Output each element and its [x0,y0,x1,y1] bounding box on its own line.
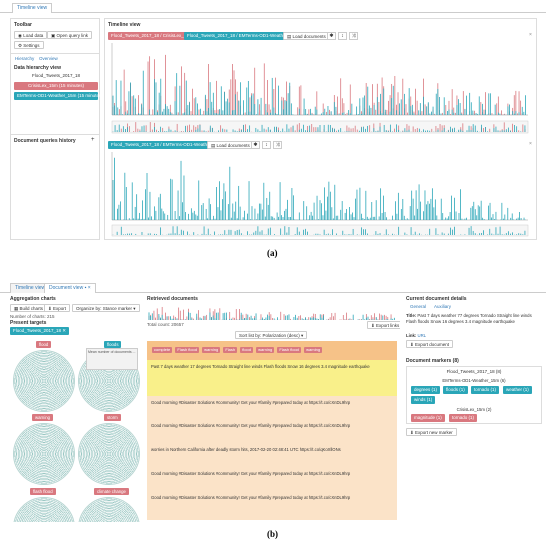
tab-general[interactable]: General [410,304,427,309]
details-link: Link: URL [406,333,427,338]
marker-winds[interactable]: winds (1) [411,396,436,404]
chart2-close-icon[interactable]: × [529,141,532,147]
caption-a: (a) [267,248,278,258]
queries-history-title: Document queries history [14,138,76,144]
tab-overview[interactable]: Overview [39,56,58,61]
chart1-close-icon[interactable]: × [529,32,532,38]
build-charts-button[interactable]: ▦ Build charts [10,304,48,312]
marker-tornado-2[interactable]: tornado (1) [449,414,478,422]
hierarchy-root[interactable]: Flood_Tweets_2017_18 [31,73,81,78]
top-tabbar: Timeline view [0,0,546,13]
agg-chart-flash-flood[interactable] [13,497,75,522]
chart1-teal-series [112,70,526,115]
doc-row-2[interactable]: Good morning #Disaster Solutions #commun… [151,423,351,428]
doc-selected-text: Past 7 days weather 17 degrees Tornado S… [151,364,370,369]
timeline-title: Timeline view [108,22,141,28]
chart2-sort-icon[interactable]: ↕ [262,141,271,149]
retrieved-title: Retrieved documents [147,296,198,302]
doc-list: Good morning #Disaster Solutions #commun… [147,396,397,520]
doc-row-1[interactable]: Good morning #Disaster Solutions #commun… [151,400,351,405]
doc-row-3[interactable]: worries in Northern California after dea… [151,447,341,452]
agg-label-floods: floods [104,341,122,348]
markers-box: Flood_Tweets_2017_18 (8) EMTerms-OD1-Wea… [406,366,542,424]
total-count: Total count: 20657 [147,322,184,327]
chart2-brush [111,224,529,237]
timeline-chart-2[interactable] [108,152,533,238]
tab-hierarchy[interactable]: Hierarchy [15,56,35,61]
panel-b: Timeline view Document view ▪ × Aggregat… [0,280,550,544]
agg-label-climate-change: climate change [94,488,129,495]
load-data-button[interactable]: ◉ Load data [14,31,48,39]
retrieved-mini-timeline[interactable] [147,303,398,321]
chart1-shuffle-icon[interactable]: ⤨ [349,32,358,40]
tab-timeline-view[interactable]: Timeline view [12,3,53,13]
caption-b: (b) [267,529,278,539]
timeline-panel: Timeline view Flood_Tweets_2017_18 / Cri… [104,18,537,240]
markers-title: Document markers (8) [406,358,459,364]
timeline-chart-1[interactable] [108,43,533,135]
doc-row-4[interactable]: Good morning #Disaster Solutions #commun… [151,471,351,476]
chart2-star-icon[interactable]: ✱ [251,141,260,149]
details-text: Title: Past 7 days weather 77 degrees To… [406,313,532,324]
chart2-load-documents-button[interactable]: ▤ Load documents [207,141,254,149]
add-query-button[interactable]: + [91,137,95,143]
toolbar-title: Toolbar [14,22,32,28]
markers-root: Flood_Tweets_2017_18 (8) [446,369,502,374]
settings-button[interactable]: ⚙ Settings [14,41,44,49]
details-panel: Current document details General Auxilia… [404,296,544,522]
marker-degrees[interactable]: degrees (1) [411,386,441,394]
markers-group1: EMTerms-OD1-Weather_15m (6) [442,378,506,383]
chart1-sort-icon[interactable]: ↕ [338,32,347,40]
agg-label-storm: storm [104,414,121,421]
doc-row-0[interactable]: complete Flash flood warning Flash flood… [147,341,397,360]
open-query-link-button[interactable]: ▣ Open query link [47,31,93,39]
agg-chart-flood[interactable] [13,350,75,412]
data-hierarchy-title: Data hierarchy view [14,65,61,71]
agg-chart-climate-change[interactable] [78,497,140,522]
tab-document-view[interactable]: Document view ▪ × [44,283,96,293]
present-target-root[interactable]: Flood_Tweets_2017_18 ✕ [10,327,70,335]
hierarchy-child-emterms[interactable]: EMTerms-OD1-Weather_15m (15 minutes) [14,92,103,100]
export-links-button[interactable]: ⬇ Export links [367,321,400,329]
agg-chart-storm[interactable] [78,423,140,485]
marker-floods[interactable]: floods (1) [443,386,468,394]
chart2-shuffle-icon[interactable]: ⤨ [273,141,282,149]
organize-select[interactable]: Organize by: Stance marker ▾ [72,304,140,312]
doc-row-5[interactable]: Good morning #Disaster Solutions #commun… [151,495,351,500]
marker-magnitude[interactable]: magnitude (1) [411,414,445,422]
export-charts-button[interactable]: ⬇ Export [44,304,71,312]
aggregation-panel: Aggregation charts ▦ Build charts ⬇ Expo… [8,296,142,522]
present-targets-title: Present targets [10,320,47,326]
markers-group2: CrisisLex_15m (2) [456,407,492,412]
agg-label-flood: flood [36,341,52,348]
chart1-star-icon[interactable]: ✱ [327,32,336,40]
tab-auxiliary[interactable]: Auxiliary [434,304,452,309]
chart1-load-documents-button[interactable]: ▤ Load documents [283,32,330,40]
left-sidebar: Toolbar ◉ Load data ▣ Open query link ⚙ … [10,18,103,240]
export-document-button[interactable]: ⬇ Export document [406,340,454,348]
num-charts: Number of charts: 215 [10,314,55,319]
marker-weather[interactable]: weather (1) [503,386,532,394]
marker-tornado[interactable]: tornado (1) [471,386,500,394]
agg-label-flash-flood: flash flood [30,488,56,495]
agg-chart-warning[interactable] [13,423,75,485]
doc-row-selected[interactable]: Past 7 days weather 17 degrees Tornado S… [147,360,397,396]
sort-select[interactable]: Sort list by: Polarization (desc) ▾ [235,331,308,339]
chart1-chip-emterms[interactable]: Flood_Tweets_2017_18 / EMTerms-OD1-Weath… [184,32,302,40]
export-new-marker-button[interactable]: ⬇ Export new marker [406,428,457,436]
details-link-url[interactable]: URL [417,333,427,338]
details-title: Current document details [406,296,467,302]
retrieved-panel: Retrieved documents Total count: 20657 ⬇… [145,296,400,522]
top-tabbar-b: Timeline view Document view ▪ × [0,280,546,293]
hierarchy-child-crisislex[interactable]: CrisisLex_15m (15 minutes) [14,82,98,90]
chart2-chip-emterms[interactable]: Flood_Tweets_2017_18 / EMTerms-OD1-Weath… [108,141,226,149]
aggregation-title: Aggregation charts [10,296,56,302]
agg-label-warning: warning [32,414,54,421]
chart2-teal-series [112,157,526,220]
chart1-chip-crisislex[interactable]: Flood_Tweets_2017_18 / CrisisLex_15m [108,32,196,40]
panel-a: Timeline view Toolbar ◉ Load data ▣ Open… [0,0,550,262]
agg-tooltip: Mean number of documents ... [86,348,138,370]
